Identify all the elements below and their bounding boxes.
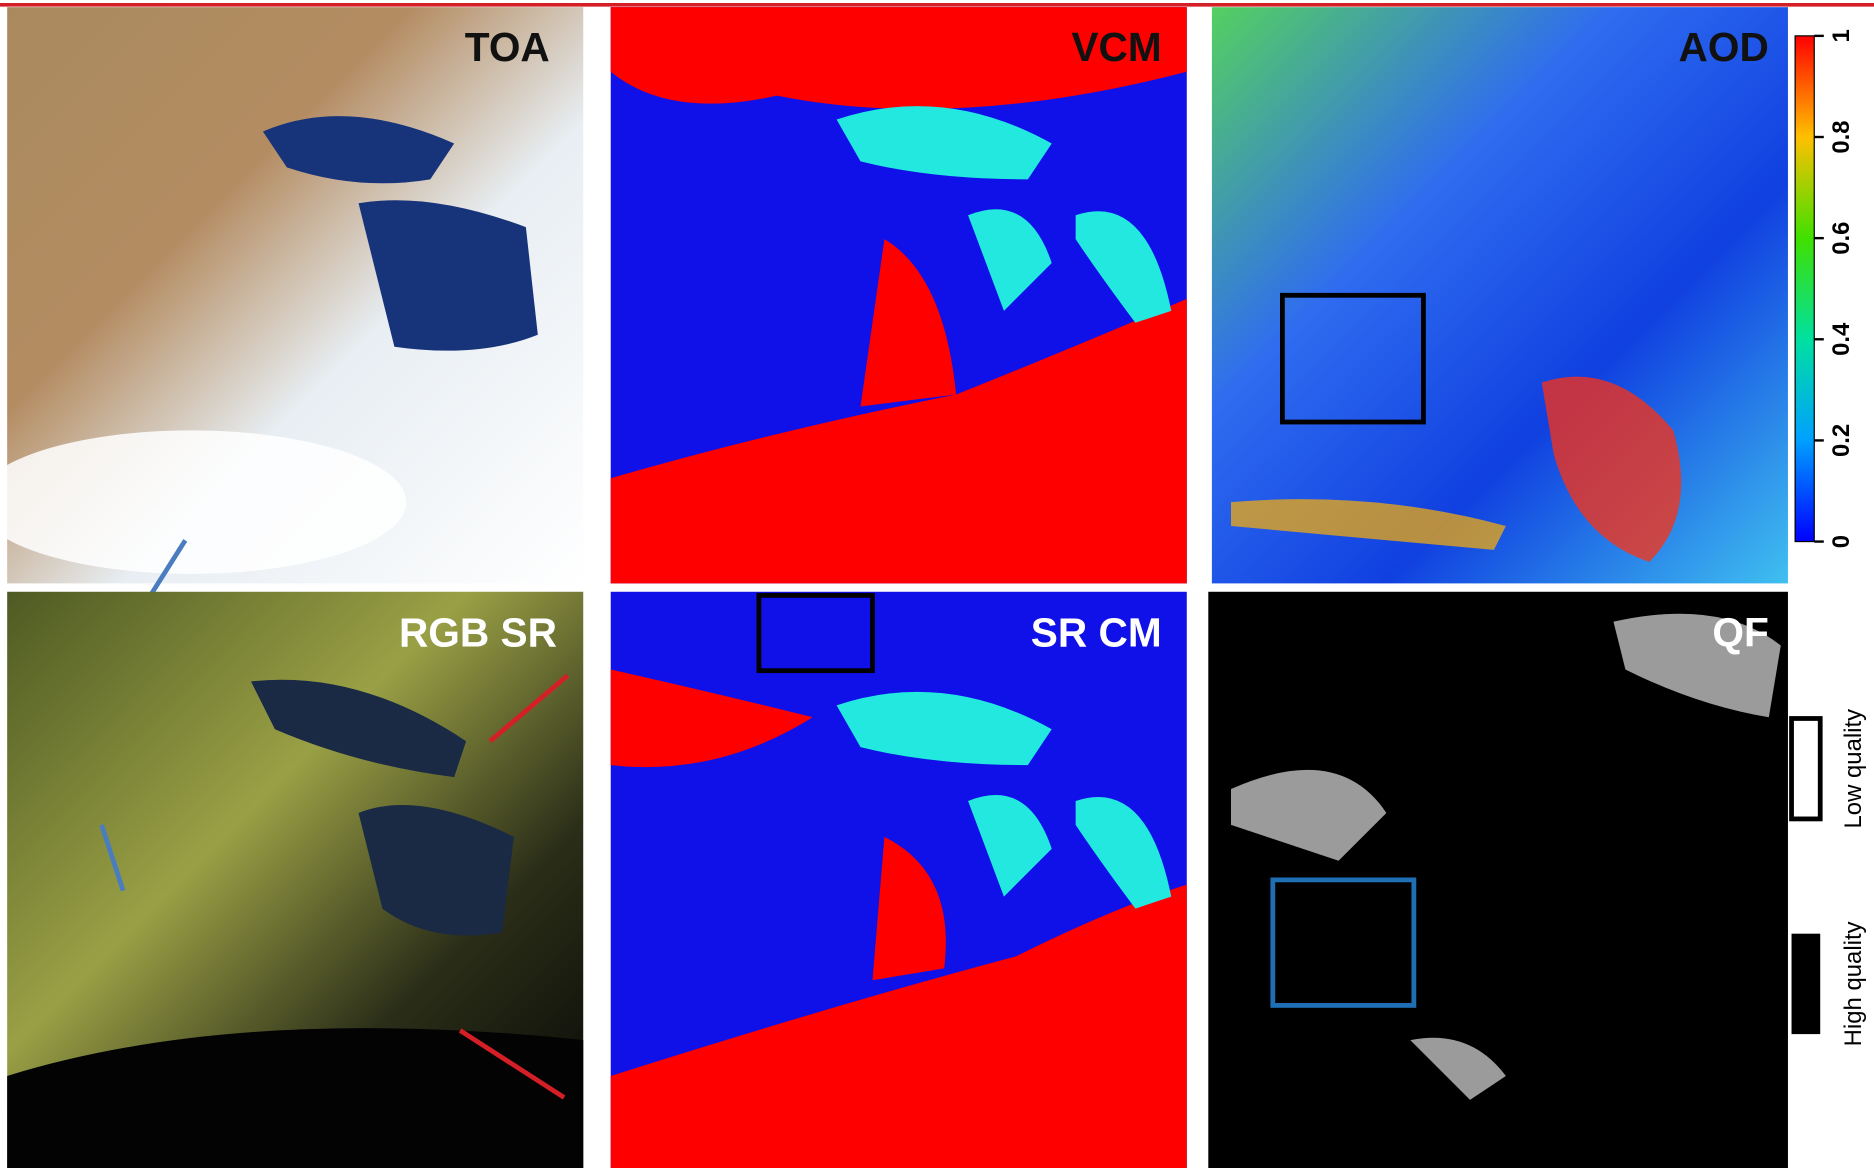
panel-sr-cm	[611, 592, 1187, 1168]
panel-qf	[1208, 592, 1788, 1168]
colorbar-tick-label: 0.6	[1828, 222, 1855, 255]
colorbar-tick-label: 0.2	[1828, 424, 1855, 457]
panel-label: TOA	[465, 24, 550, 70]
figure: Low quality High quality TOA VCM AOD RGB SR…	[0, 0, 1874, 1168]
panel-label: VCM	[1071, 24, 1161, 70]
panel-rgb-sr	[7, 592, 583, 1168]
legend-label: Low quality	[1840, 709, 1867, 829]
panel-label: SR CM	[1031, 610, 1162, 656]
panel-label: RGB SR	[399, 610, 557, 656]
colorbar-tick-label: 0.8	[1828, 120, 1855, 153]
panel-aod	[1212, 7, 1788, 583]
colorbar-tick-label: 0	[1828, 535, 1855, 548]
colorbar-tick-label: 0.4	[1828, 322, 1855, 356]
panel-vcm	[611, 7, 1187, 583]
low-quality-swatch	[1792, 718, 1821, 818]
high-quality-swatch	[1792, 934, 1821, 1034]
legend-label: High quality	[1840, 921, 1867, 1046]
colorbar	[1795, 36, 1814, 542]
colorbar-tick-label: 1	[1828, 29, 1855, 42]
panel-label: QF	[1712, 610, 1768, 656]
panel-toa	[0, 7, 583, 621]
panel-label: AOD	[1679, 24, 1769, 70]
